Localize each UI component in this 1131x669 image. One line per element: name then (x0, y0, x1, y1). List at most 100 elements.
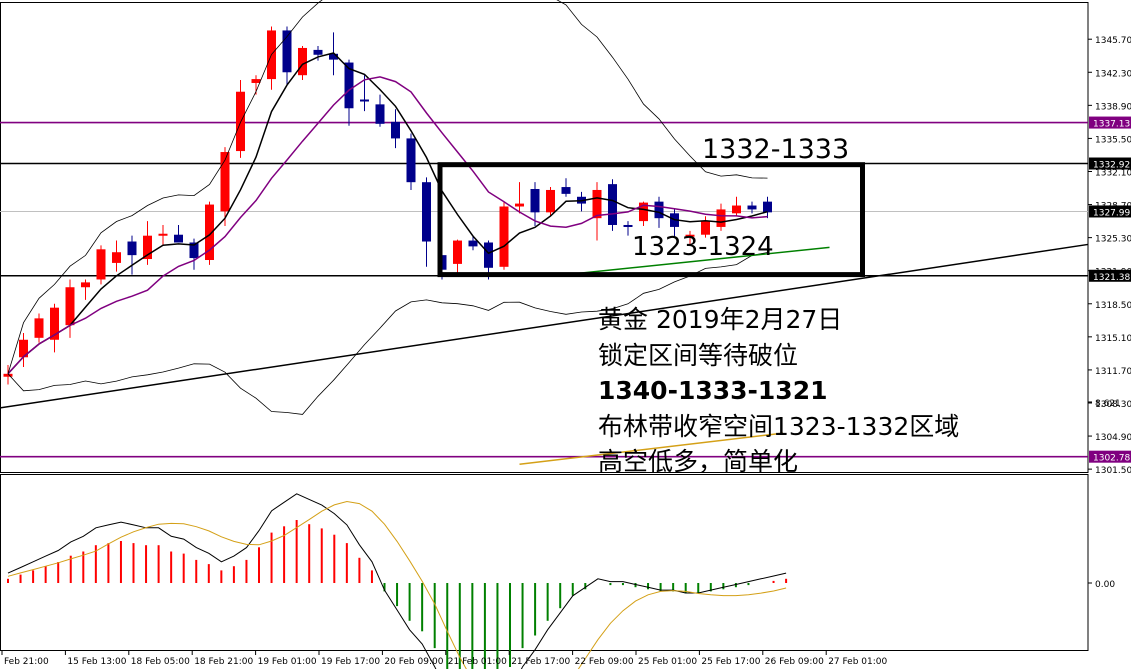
candle-body (313, 49, 323, 55)
price-tag-box (1089, 450, 1131, 463)
candle-body (422, 182, 431, 242)
candle-body (530, 188, 540, 213)
price-tick-label: 1301.50 (1095, 466, 1131, 476)
indicator-tick-label: 0.00 (1095, 580, 1115, 590)
candle-body (96, 249, 106, 280)
price-tag-label: 1332.92 (1093, 161, 1130, 171)
price-tick-label: 1335.50 (1095, 135, 1131, 145)
candle-body (81, 282, 90, 288)
candle-body (329, 53, 338, 60)
note-line-5: 高空低多，简单化 (598, 447, 799, 476)
candle-body (608, 184, 617, 225)
candle-body (623, 224, 633, 227)
trend-line-green (565, 246, 830, 276)
price-tick-label: 1304.90 (1095, 433, 1131, 443)
candle-body (391, 121, 400, 139)
upper-box-label: 1332-1333 (702, 134, 850, 165)
candle-body (251, 79, 261, 83)
candle-body (65, 287, 75, 326)
price-pane (0, 0, 1089, 473)
trend-line (0, 243, 1089, 409)
time-tick-label: 22 Feb 09:00 (575, 657, 634, 667)
candle-body (344, 62, 354, 109)
candle-body (174, 234, 183, 243)
candle-body (561, 187, 571, 194)
bollinger-lower (7, 252, 768, 415)
price-tick-label: 1345.70 (1095, 36, 1131, 46)
candle-body (220, 152, 230, 212)
candle-body (654, 201, 664, 219)
price-tick-label: 1311.70 (1095, 367, 1131, 377)
trend-line-orange (519, 432, 784, 466)
price-tag-box (1089, 269, 1131, 282)
candle-body (360, 99, 369, 102)
candle-body (592, 189, 602, 219)
price-tag-box (1089, 116, 1131, 129)
candle-body (499, 206, 509, 267)
time-tick-label: 18 Feb 21:00 (194, 657, 253, 667)
indicator-pane-frame (0, 474, 1089, 651)
price-tag-label: 1327.99 (1093, 208, 1130, 218)
time-tick-label: Feb 21:00 (4, 657, 49, 667)
indicator-tick-label: 8.621 (1095, 399, 1121, 409)
range-box (437, 162, 865, 278)
price-tick-label: 1325.30 (1095, 235, 1131, 245)
note-line-2: 锁定区间等待破位 (598, 341, 799, 370)
lower-box-label: 1323-1324 (632, 232, 774, 262)
candle-body (468, 240, 478, 247)
time-tick-label: 19 Feb 01:00 (258, 657, 317, 667)
price-tick-label: 1342.30 (1095, 69, 1131, 79)
time-tick-label: 21 Feb 01:00 (448, 657, 507, 667)
candle-body (546, 189, 555, 213)
candle-body (50, 307, 59, 340)
price-tag-box (1089, 157, 1131, 170)
candle-body (34, 318, 44, 338)
candle-body (701, 221, 710, 235)
note-line-4: 布林带收窄空间1323-1332区域 (598, 412, 960, 441)
candle-body (143, 235, 152, 260)
candle-body (453, 240, 462, 264)
moving-average-fast (7, 52, 768, 375)
candle-body (747, 205, 757, 210)
price-tag-box (1089, 205, 1131, 218)
candle-body (236, 91, 245, 152)
time-tick-label: 18 Feb 05:00 (131, 657, 190, 667)
moving-average-slow (7, 76, 768, 375)
price-tag-label: 1321.38 (1093, 273, 1130, 283)
time-tick-label: 15 Feb 13:00 (67, 657, 126, 667)
candle-body (298, 47, 307, 76)
candle-body (3, 373, 13, 377)
time-tick-label: 20 Feb 09:00 (384, 657, 443, 667)
price-tick-label: 1332.10 (1095, 168, 1131, 178)
candle-body (158, 233, 168, 236)
price-tick-label: 1315.10 (1095, 334, 1131, 344)
indicator-main-line (7, 493, 787, 669)
note-line-3: 1340-1333-1321 (598, 376, 828, 405)
axes: 1345.701342.301338.901335.501332.101328.… (1, 36, 1131, 667)
candle-body (484, 242, 493, 268)
bollinger-upper (7, 0, 768, 374)
candle-body (732, 205, 741, 214)
candle-body (205, 204, 214, 261)
candle-body (763, 201, 772, 213)
candle-body (515, 203, 524, 207)
indicator-signal-line (7, 500, 787, 669)
time-tick-label: 19 Feb 17:00 (321, 657, 380, 667)
candle-body (112, 252, 121, 263)
time-tick-label: 25 Feb 17:00 (701, 657, 760, 667)
indicator-pane (0, 474, 1089, 669)
price-tag-label: 1337.13 (1093, 120, 1130, 130)
candle-body (375, 104, 385, 124)
candle-body (716, 209, 726, 227)
candle-body (406, 138, 416, 183)
candle-body (282, 30, 292, 73)
price-tag-label: 1302.78 (1093, 454, 1130, 464)
note-title: 黄金 2019年2月27日 (598, 305, 843, 334)
time-tick-label: 25 Feb 01:00 (638, 657, 697, 667)
candle-body (189, 242, 199, 259)
candle-body (639, 202, 648, 222)
price-pane-frame (0, 2, 1089, 473)
time-tick-label: 21 Feb 17:00 (511, 657, 570, 667)
time-tick-label: 27 Feb 01:00 (828, 657, 887, 667)
